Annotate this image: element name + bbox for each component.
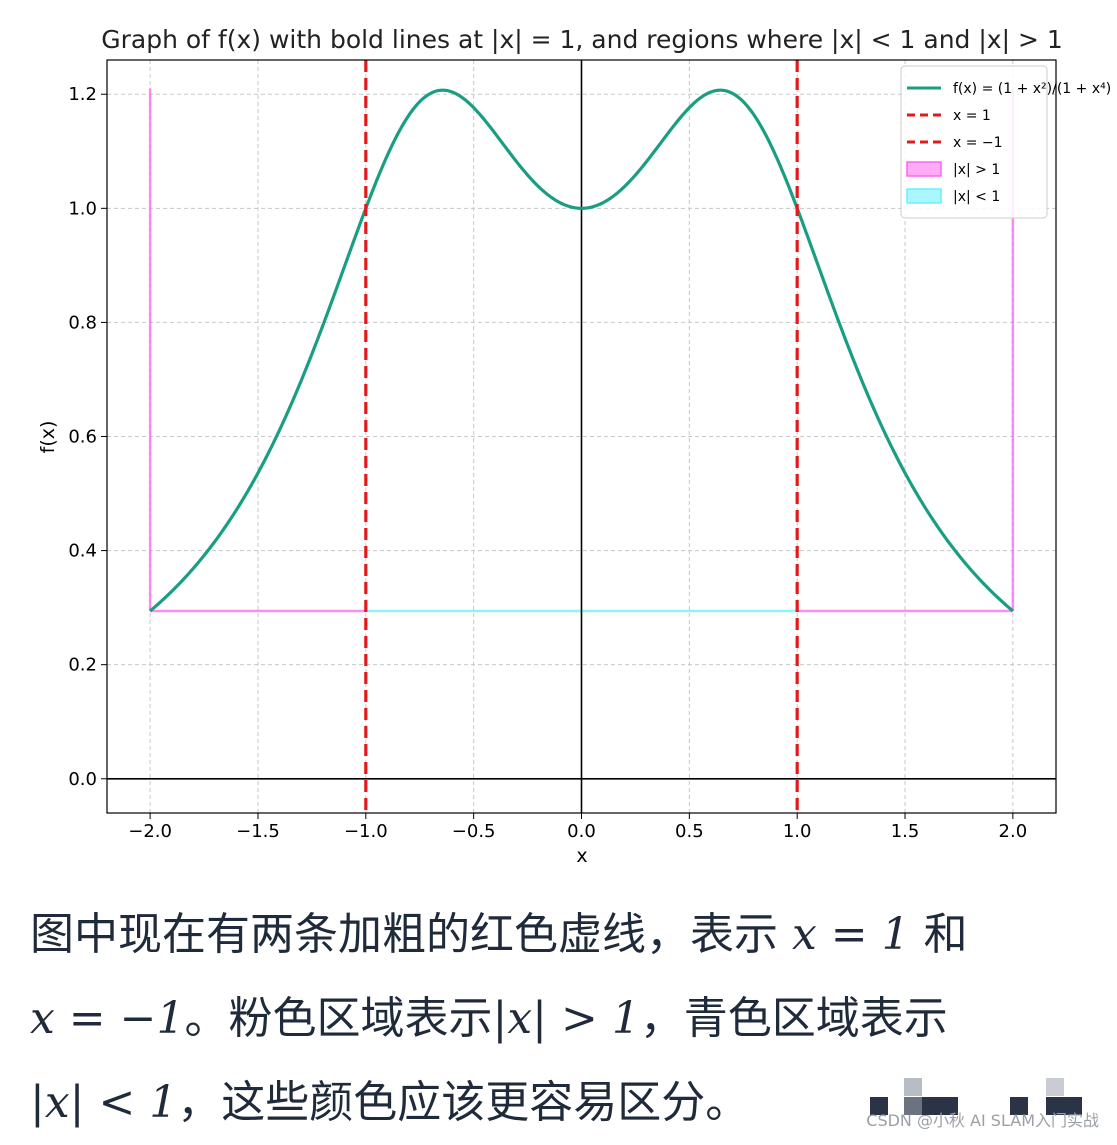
caption-line-3: |x| < 1，这些颜色应该更容易区分。 [30, 1061, 1090, 1145]
y-tick-label: 0.4 [68, 541, 97, 562]
caption-math-2a: x = −1 [30, 993, 185, 1044]
mosaic-block [904, 1078, 922, 1096]
mosaic-block [940, 1097, 958, 1115]
caption-math-2b: |x| > 1 [492, 993, 640, 1044]
y-axis-label: f(x) [37, 421, 59, 454]
y-tick-label: 1.2 [68, 84, 97, 105]
legend-swatch-patch [906, 161, 942, 177]
series-line [149, 88, 1014, 613]
caption-math-3: |x| < 1 [30, 1077, 178, 1128]
legend-box [900, 65, 1048, 219]
y-tick-label: 0.0 [68, 769, 97, 790]
mosaic-block [1010, 1097, 1028, 1115]
legend-label: x = 1 [953, 108, 991, 124]
legend-swatch-patch [906, 188, 942, 204]
caption-text-2b: ，青色区域表示 [639, 993, 948, 1044]
ticks: −2.0 −1.5 −1.0 −0.5 0.0 0.5 1.0 1.5 2.0 0.0 0.2 0.4… [68, 84, 1027, 842]
legend-label: |x| > 1 [953, 162, 1000, 178]
x-tick-label: −1.5 [236, 821, 280, 842]
x-tick-label: 0.5 [675, 821, 704, 842]
y-tick-label: 1.0 [68, 198, 97, 219]
caption-text-1-end: 和 [923, 909, 968, 960]
axes-lines [107, 60, 1056, 813]
x-tick-label: 0.0 [567, 821, 596, 842]
y-tick-label: 0.6 [68, 427, 97, 448]
mosaic-block [1064, 1097, 1082, 1115]
x-axis-label: x [576, 845, 587, 867]
caption-text-2: 。粉色区域表示 [184, 993, 493, 1044]
chart: Graph of f(x) with bold lines at |x| = 1… [37, 25, 1111, 867]
caption-line-1: 图中现在有两条加粗的红色虚线，表示 x = 1 和 [30, 893, 1090, 977]
x-tick-label: 2.0 [999, 821, 1028, 842]
caption-line-2: x = −1。粉色区域表示|x| > 1，青色区域表示 [30, 977, 1090, 1061]
x-tick-label: −1.0 [344, 821, 388, 842]
watermark: CSDN @小秋 AI SLAM入门实战 [866, 1111, 1099, 1130]
mosaic-block [922, 1097, 940, 1115]
caption-math-1: x = 1 [792, 909, 910, 960]
caption: 图中现在有两条加粗的红色虚线，表示 x = 1 和 x = −1。粉色区域表示|… [30, 893, 1090, 1145]
x-tick-label: 1.5 [891, 821, 920, 842]
legend-label: f(x) = (1 + x²)/(1 + x⁴) [953, 81, 1111, 97]
x-tick-label: −0.5 [452, 821, 496, 842]
caption-text-3: ，这些颜色应该更容易区分。 [177, 1077, 750, 1128]
mosaic-block [1046, 1097, 1064, 1115]
y-tick-label: 0.2 [68, 655, 97, 676]
mosaic-block [1046, 1078, 1064, 1096]
curve [149, 88, 1014, 613]
x-tick-label: −2.0 [128, 821, 172, 842]
chart-title: Graph of f(x) with bold lines at |x| = 1… [101, 25, 1063, 54]
legend: f(x) = (1 + x²)/(1 + x⁴) x = 1 x = −1 |x| >… [900, 65, 1111, 219]
legend-label: x = −1 [953, 135, 1003, 151]
mosaic-block [904, 1097, 922, 1115]
legend-label: |x| < 1 [953, 189, 1000, 205]
x-tick-label: 1.0 [783, 821, 812, 842]
caption-text-1: 图中现在有两条加粗的红色虚线，表示 [30, 909, 778, 960]
mosaic-block [870, 1097, 888, 1115]
y-tick-label: 0.8 [68, 312, 97, 333]
